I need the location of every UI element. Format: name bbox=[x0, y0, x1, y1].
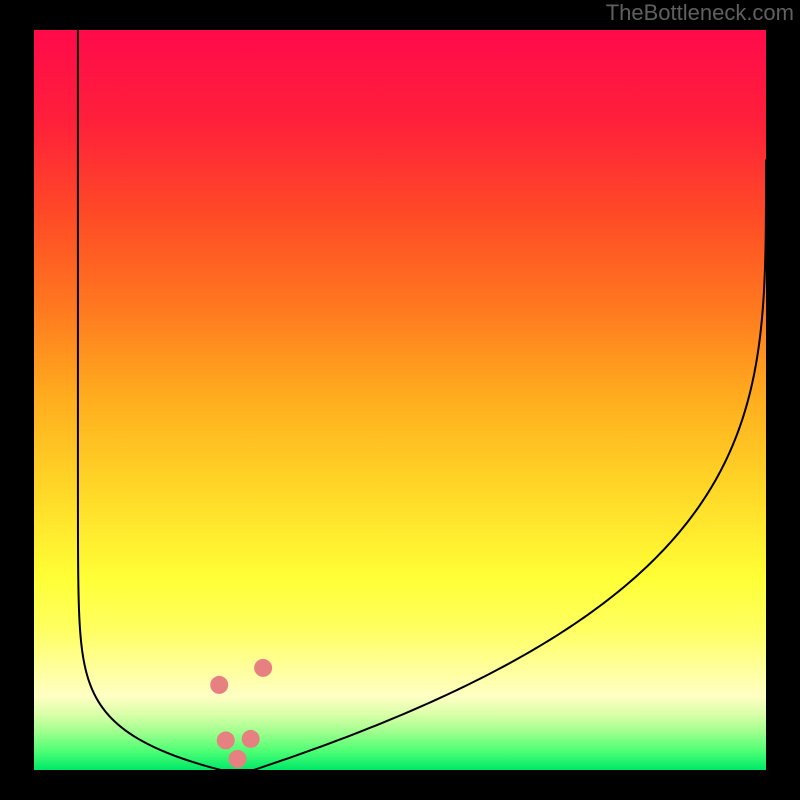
bottleneck-chart bbox=[0, 0, 800, 800]
curve-marker bbox=[254, 659, 272, 677]
curve-marker bbox=[210, 676, 228, 694]
curve-marker bbox=[217, 731, 235, 749]
curve-marker bbox=[229, 750, 247, 768]
chart-container: TheBottleneck.com bbox=[0, 0, 800, 800]
curve-marker bbox=[242, 730, 260, 748]
plot-background bbox=[34, 30, 766, 770]
